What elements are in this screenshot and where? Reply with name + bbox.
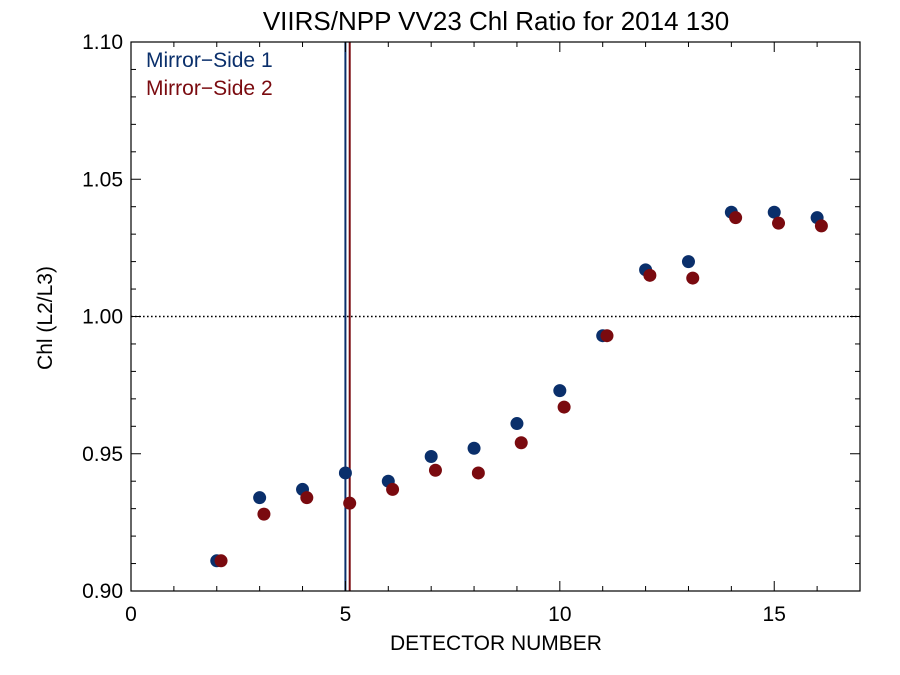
y-tick-label: 1.00 <box>82 306 123 329</box>
legend: Mirror−Side 1 Mirror−Side 2 <box>146 49 273 100</box>
x-tick-label: 5 <box>340 603 352 626</box>
y-tick-label: 1.10 <box>82 31 123 54</box>
y-tick-label: 0.90 <box>82 580 123 603</box>
series-2-point <box>643 268 657 282</box>
series-1-point <box>553 384 567 398</box>
series-1-point <box>467 441 481 455</box>
y-tick-label: 0.95 <box>82 443 123 466</box>
plot-frame <box>130 41 861 592</box>
chart-title: VIIRS/NPP VV23 Chl Ratio for 2014 130 <box>263 6 729 36</box>
series-1-point <box>424 449 438 463</box>
series-2-point <box>343 496 357 510</box>
series-2-point <box>386 482 400 496</box>
series-2-point <box>729 211 743 225</box>
series-1-point <box>681 255 695 269</box>
legend-entry-series-1: Mirror−Side 1 <box>146 49 273 72</box>
series-2-point <box>257 507 271 521</box>
x-axis-label: DETECTOR NUMBER <box>390 632 602 655</box>
series-1-point <box>510 417 524 431</box>
x-tick-label: 10 <box>548 603 571 626</box>
series-2-point <box>428 463 442 477</box>
series-2-point <box>300 491 314 505</box>
series-2-point <box>214 554 228 568</box>
series-2-point <box>686 271 700 285</box>
series-2-point <box>814 219 828 233</box>
legend-entry-series-2: Mirror−Side 2 <box>146 77 273 100</box>
plot-area: 0 5 10 15 0.90 0.95 1.00 1.05 1.10 <box>82 31 861 626</box>
series-2-point <box>557 400 571 414</box>
y-axis-label: Chl (L2/L3) <box>34 266 57 370</box>
y-tick-label: 1.05 <box>82 168 123 191</box>
x-tick-label: 0 <box>125 603 137 626</box>
x-tick-label: 15 <box>763 603 786 626</box>
series-2-point <box>471 466 485 480</box>
series-1-point <box>767 205 781 219</box>
series-1-point <box>253 491 267 505</box>
series-2-point <box>600 329 614 343</box>
series-2-point <box>772 216 786 230</box>
series-2-point <box>514 436 528 450</box>
series-1-point <box>338 466 352 480</box>
